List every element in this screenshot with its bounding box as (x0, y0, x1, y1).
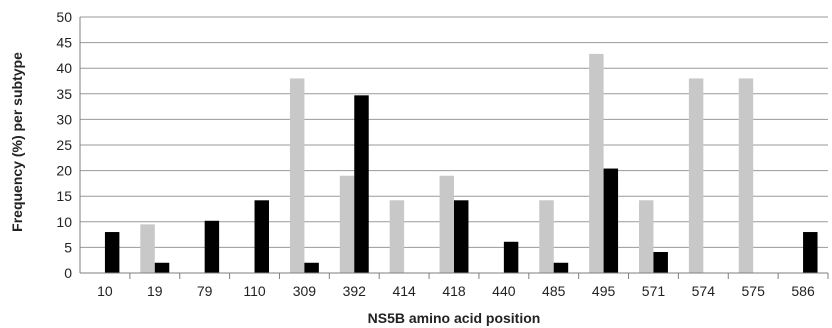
bar-series-2 (803, 232, 818, 273)
y-tick-label: 30 (56, 111, 72, 127)
bars (104, 53, 818, 273)
x-tick-label: 309 (293, 283, 317, 299)
x-tick-label: 19 (147, 283, 163, 299)
bar-series-2 (254, 200, 269, 273)
y-tick-label: 20 (56, 163, 72, 179)
x-tick-label: 574 (692, 283, 716, 299)
x-tick-label: 440 (492, 283, 516, 299)
x-tick-label: 586 (791, 283, 815, 299)
x-tick-label: 575 (742, 283, 766, 299)
bar-series-1 (738, 78, 754, 273)
bar-series-2 (503, 241, 519, 273)
x-tick-label: 418 (442, 283, 466, 299)
bar-series-1 (539, 200, 554, 273)
bar-series-1 (289, 78, 305, 273)
bar-series-1 (688, 78, 704, 273)
x-tick-label: 485 (542, 283, 566, 299)
x-tick-label: 79 (197, 283, 213, 299)
bar-series-2 (204, 220, 220, 273)
y-tick-label: 10 (56, 214, 72, 230)
x-tick-labels: 10 19 79 110 309 392 414 418 440 485 495 571 574 575 5… (97, 283, 815, 299)
x-tick-label: 110 (243, 283, 266, 299)
y-tick-label: 45 (56, 35, 72, 51)
bar-series-1 (339, 175, 355, 273)
bar-series-1 (389, 200, 405, 273)
bar-series-2 (354, 95, 369, 273)
y-tick-label: 15 (56, 188, 72, 204)
x-tick-label: 392 (343, 283, 367, 299)
bar-series-2 (454, 200, 469, 273)
x-axis-title: NS5B amino acid position (368, 310, 541, 326)
y-tick-labels: 0 5 10 15 20 25 30 35 40 45 50 (56, 9, 72, 281)
y-tick-label: 50 (56, 9, 72, 25)
bar-series-2 (603, 168, 619, 273)
axes (79, 17, 829, 279)
x-tick-label: 414 (392, 283, 416, 299)
x-tick-label: 10 (97, 283, 113, 299)
y-tick-label: 25 (56, 137, 72, 153)
bar-series-2 (653, 252, 668, 273)
bar-series-2 (154, 262, 170, 273)
bar-series-2 (304, 262, 319, 273)
y-axis-title: Frequency (%) per subtype (9, 52, 25, 232)
bar-series-1 (589, 53, 604, 273)
y-tick-label: 5 (64, 239, 72, 255)
y-tick-label: 40 (56, 60, 72, 76)
bar-series-1 (639, 200, 654, 273)
x-tick-label: 571 (642, 283, 666, 299)
bar-series-2 (553, 262, 569, 273)
bar-series-1 (439, 175, 454, 273)
y-tick-label: 35 (56, 86, 72, 102)
bar-series-1 (140, 224, 155, 273)
bar-series-2 (104, 232, 120, 273)
x-tick-label: 495 (592, 283, 616, 299)
y-tick-label: 0 (64, 265, 72, 281)
